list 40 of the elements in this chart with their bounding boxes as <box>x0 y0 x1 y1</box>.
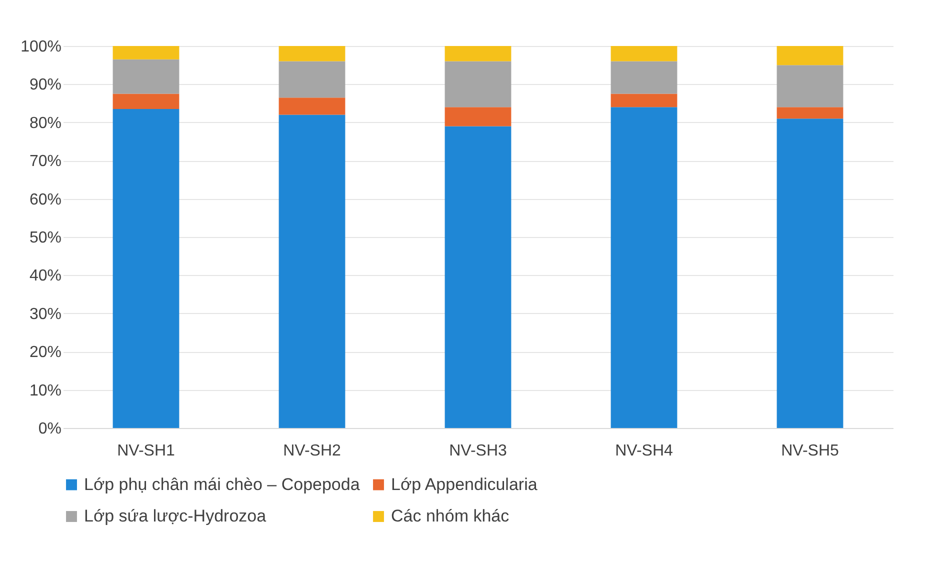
bar <box>776 107 844 119</box>
bar <box>776 65 844 108</box>
y-tick-label: 10% <box>29 382 62 400</box>
y-tick-label: 30% <box>29 306 62 323</box>
bar <box>278 46 346 62</box>
y-tick-label: 20% <box>29 344 62 362</box>
y-tick-label: 40% <box>29 268 62 285</box>
bar <box>776 118 844 428</box>
bar <box>444 61 512 108</box>
bar <box>610 46 678 62</box>
legend-label: Lớp Appendicularia <box>391 474 538 494</box>
y-tick-label: 100% <box>20 38 62 56</box>
x-tick-label: NV-SH4 <box>615 442 673 460</box>
x-tick-label: NV-SH3 <box>449 442 507 460</box>
y-tick-label: 60% <box>29 191 62 208</box>
bar <box>278 61 346 98</box>
bar <box>112 59 180 94</box>
bar <box>112 94 180 110</box>
legend-label: Các nhóm khác <box>391 506 510 526</box>
bar <box>610 61 678 94</box>
y-tick-label: 80% <box>29 114 62 132</box>
legend-label: Lớp sứa lược-Hydrozoa <box>84 506 267 526</box>
x-tick-label: NV-SH5 <box>781 442 839 460</box>
bar <box>278 98 346 115</box>
y-tick-label: 0% <box>38 420 62 438</box>
y-tick-label: 70% <box>29 153 62 170</box>
bar <box>112 109 180 428</box>
bar <box>112 46 180 60</box>
bar <box>444 107 512 126</box>
bar <box>610 94 678 108</box>
y-tick-label: 90% <box>29 76 62 94</box>
legend-label: Lớp phụ chân mái chèo – Copepoda <box>84 474 360 494</box>
x-tick-label: NV-SH2 <box>283 442 341 460</box>
x-tick-label: NV-SH1 <box>117 442 175 460</box>
bar <box>278 114 346 428</box>
bar <box>444 126 512 428</box>
bar <box>444 46 512 62</box>
bar <box>776 46 844 66</box>
bar <box>610 107 678 428</box>
y-tick-label: 50% <box>29 230 62 246</box>
